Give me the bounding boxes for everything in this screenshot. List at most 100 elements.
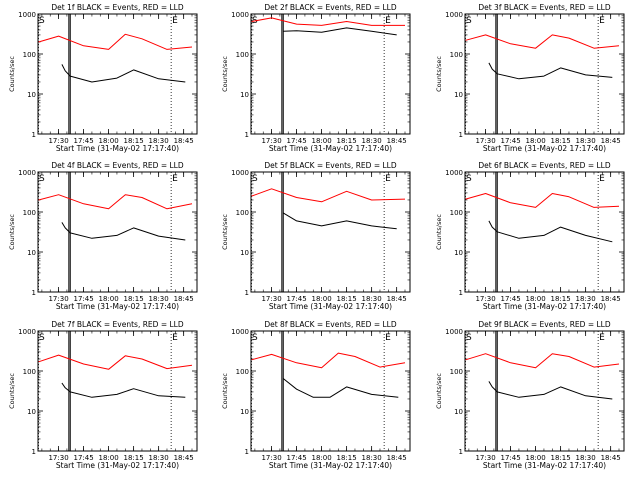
x-tick-label: 18:30 [149,137,169,145]
y-tick-label: 10 [240,408,249,416]
plot-frame [250,13,411,135]
y-axis-label: Counts/sec [221,56,229,92]
x-tick-label: 18:15 [551,295,571,303]
y-tick-label: 1000 [445,11,463,19]
panel-det-6: Det 6f BLACK = Events, RED = LLD 1 10 100 10… [435,161,625,311]
y-tick-label: 1 [245,131,249,139]
panel-title: Det 6f BLACK = Events, RED = LLD [478,161,611,170]
events-series-line [488,62,613,80]
y-tick-label: 1000 [445,328,463,336]
y-axis-label: Counts/sec [8,214,16,250]
x-tick-label: 17:30 [48,454,68,462]
events-series-line [61,222,186,241]
x-tick-label: 17:45 [500,454,520,462]
y-tick-label: 100 [236,368,249,376]
x-tick-label: 18:30 [576,295,596,303]
x-tick-label: 18:45 [387,137,407,145]
x-tick-label: 17:30 [261,295,281,303]
y-tick-label: 1 [245,289,249,297]
y-tick-label: 100 [450,51,463,59]
x-tick-label: 18:45 [387,454,407,462]
lld-series-line [38,354,193,370]
y-tick-label: 1000 [18,169,36,177]
events-series-line [282,378,399,398]
y-tick-label: 10 [27,91,36,99]
y-tick-label: 1 [245,448,249,456]
e-marker-label: E [385,16,391,26]
panel-title: Det 3f BLACK = Events, RED = LLD [478,3,611,12]
e-marker-label: E [172,174,178,184]
x-tick-label: 18:00 [99,295,119,303]
lld-series-line [465,34,620,49]
events-series-line [283,27,397,36]
y-tick-label: 10 [454,249,463,257]
y-axis-label: Counts/sec [435,214,443,250]
s-marker-label: S [39,333,45,343]
y-tick-label: 10 [454,408,463,416]
panel-title: Det 1f BLACK = Events, RED = LLD [51,3,184,12]
x-tick-label: 18:00 [312,454,332,462]
panel-title: Det 9f BLACK = Events, RED = LLD [478,320,611,329]
y-tick-label: 1000 [231,169,249,177]
x-tick-label: 18:30 [362,454,382,462]
panel-title: Det 7f BLACK = Events, RED = LLD [51,320,184,329]
x-axis-label: Start Time (31-May-02 17:17:40) [56,461,179,470]
x-tick-label: 18:00 [312,295,332,303]
x-tick-label: 17:45 [286,137,306,145]
x-tick-label: 18:15 [124,454,144,462]
y-tick-label: 100 [236,209,249,217]
x-tick-label: 17:45 [500,137,520,145]
y-tick-label: 10 [27,408,36,416]
x-tick-label: 17:30 [261,137,281,145]
lld-series-line [251,352,406,369]
x-tick-label: 18:30 [149,454,169,462]
y-tick-label: 1 [32,131,36,139]
panel-title: Det 2f BLACK = Events, RED = LLD [264,3,397,12]
s-marker-label: S [39,16,45,26]
y-tick-label: 1000 [231,11,249,19]
y-tick-label: 10 [27,249,36,257]
y-tick-label: 1000 [231,328,249,336]
y-axis-label: Counts/sec [435,373,443,409]
x-tick-label: 18:30 [362,137,382,145]
lld-series-line [38,33,193,50]
plot-frame [37,330,198,452]
x-tick-label: 18:00 [526,295,546,303]
panel-det-5: Det 5f BLACK = Events, RED = LLD 1 10 100 10… [221,161,411,311]
x-tick-label: 17:45 [286,295,306,303]
y-tick-label: 1 [459,131,463,139]
x-tick-label: 18:00 [99,454,119,462]
panel-det-8: Det 8f BLACK = Events, RED = LLD 1 10 100 10… [221,320,411,470]
x-tick-label: 18:15 [551,137,571,145]
y-axis-label: Counts/sec [221,214,229,250]
y-axis-label: Counts/sec [435,56,443,92]
events-series-line [61,64,186,83]
x-tick-label: 18:45 [601,454,621,462]
s-marker-label: S [466,174,472,184]
x-axis-label: Start Time (31-May-02 17:17:40) [269,302,392,311]
lld-series-line [251,17,405,26]
y-axis-label: Counts/sec [8,56,16,92]
s-marker-label: S [252,333,258,343]
x-tick-label: 17:45 [500,295,520,303]
plot-frame [464,13,625,135]
y-tick-label: 1 [459,448,463,456]
x-tick-label: 18:00 [312,137,332,145]
x-tick-label: 17:45 [73,137,93,145]
y-tick-label: 1000 [18,328,36,336]
x-tick-label: 18:00 [526,137,546,145]
x-axis-label: Start Time (31-May-02 17:17:40) [56,144,179,153]
events-series-line [488,220,613,243]
y-axis-label: Counts/sec [8,373,16,409]
x-tick-label: 17:30 [261,454,281,462]
y-tick-label: 1 [32,448,36,456]
y-tick-label: 100 [23,368,36,376]
x-tick-label: 18:30 [576,137,596,145]
x-tick-label: 18:15 [124,295,144,303]
x-axis-label: Start Time (31-May-02 17:17:40) [483,144,606,153]
panel-det-4: Det 4f BLACK = Events, RED = LLD 1 10 100 10… [8,161,198,311]
x-tick-label: 17:45 [286,454,306,462]
y-tick-label: 100 [23,51,36,59]
panel-det-2: Det 2f BLACK = Events, RED = LLD 1 10 100 10… [221,3,411,153]
